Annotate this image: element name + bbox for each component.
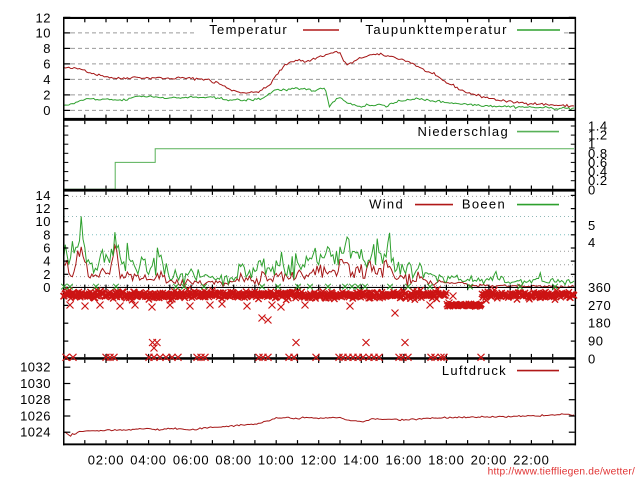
svg-text:0.2: 0.2: [588, 173, 608, 188]
svg-text:08:00: 08:00: [215, 453, 252, 468]
svg-text:http://www.tieffliegen.de/wett: http://www.tieffliegen.de/wetter/: [488, 467, 635, 478]
svg-text:Boeen: Boeen: [462, 197, 506, 212]
svg-text:4: 4: [588, 235, 596, 250]
svg-text:12:00: 12:00: [300, 453, 337, 468]
svg-text:1: 1: [588, 137, 596, 152]
svg-text:1032: 1032: [20, 360, 51, 375]
svg-text:180: 180: [588, 316, 611, 331]
svg-text:04:00: 04:00: [130, 453, 167, 468]
svg-text:2: 2: [43, 87, 51, 102]
svg-text:06:00: 06:00: [173, 453, 210, 468]
svg-text:0.4: 0.4: [588, 164, 608, 179]
svg-text:20:00: 20:00: [471, 453, 508, 468]
svg-text:0: 0: [588, 351, 596, 366]
svg-text:02:00: 02:00: [88, 453, 125, 468]
svg-text:360: 360: [588, 280, 611, 295]
svg-text:270: 270: [588, 298, 611, 313]
svg-text:12: 12: [36, 11, 51, 26]
svg-text:0: 0: [43, 103, 51, 118]
svg-text:1024: 1024: [20, 425, 51, 440]
svg-text:6: 6: [43, 56, 51, 71]
svg-text:14:00: 14:00: [343, 453, 380, 468]
svg-text:Luftdruck: Luftdruck: [442, 363, 507, 378]
svg-text:0: 0: [43, 280, 51, 295]
svg-text:4: 4: [43, 254, 51, 269]
svg-text:5: 5: [588, 218, 596, 233]
svg-text:8: 8: [43, 227, 51, 242]
svg-text:90: 90: [588, 334, 603, 349]
svg-text:Niederschlag: Niederschlag: [418, 124, 509, 139]
svg-text:Temperatur: Temperatur: [209, 22, 288, 37]
svg-text:1030: 1030: [20, 376, 51, 391]
svg-text:Wind: Wind: [369, 197, 404, 212]
svg-text:18:00: 18:00: [428, 453, 465, 468]
svg-text:10:00: 10:00: [258, 453, 295, 468]
svg-text:10: 10: [36, 25, 51, 40]
svg-text:1.4: 1.4: [588, 118, 608, 133]
svg-text:8: 8: [43, 41, 51, 56]
svg-text:4: 4: [43, 72, 51, 87]
svg-text:0.8: 0.8: [588, 146, 608, 161]
svg-text:2: 2: [43, 267, 51, 282]
svg-text:0.6: 0.6: [588, 155, 608, 170]
svg-text:16:00: 16:00: [386, 453, 423, 468]
svg-text:Taupunkttemperatur: Taupunkttemperatur: [365, 22, 508, 37]
svg-text:14: 14: [36, 188, 51, 203]
svg-text:22:00: 22:00: [513, 453, 550, 468]
svg-text:1026: 1026: [20, 408, 51, 423]
svg-text:1.2: 1.2: [588, 128, 608, 143]
svg-text:1028: 1028: [20, 392, 51, 407]
svg-text:0: 0: [588, 182, 596, 197]
svg-text:6: 6: [43, 240, 51, 255]
svg-text:10: 10: [36, 214, 51, 229]
svg-text:12: 12: [36, 201, 51, 216]
